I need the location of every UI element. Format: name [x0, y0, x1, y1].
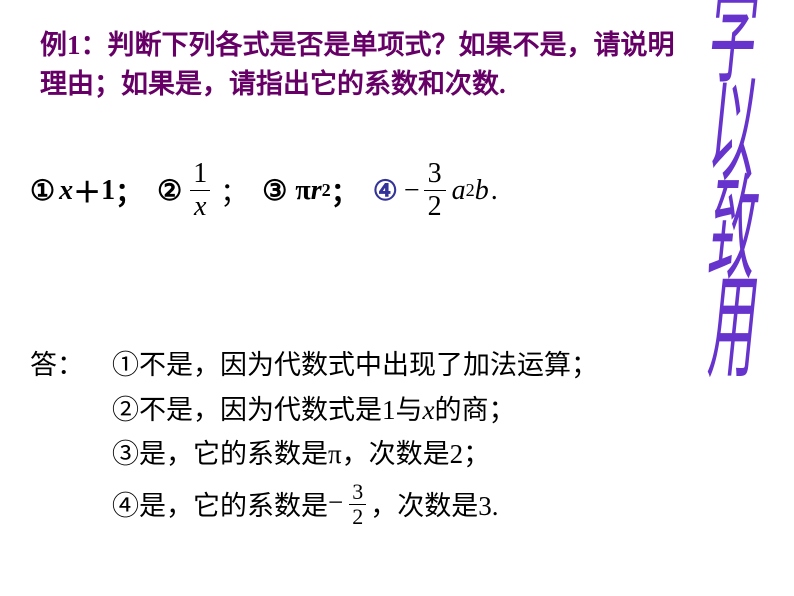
expr3-r: r: [311, 175, 322, 207]
expr-3: ③ π r 2 ；: [262, 171, 358, 211]
expr2-sep: ；: [220, 171, 248, 211]
answer-line-4: ④是，它的系数是 − 3 2 ，次数是3.: [30, 483, 598, 530]
answer-1-text: ①不是，因为代数式中出现了加法运算；: [112, 345, 598, 386]
question-text: 例1：判断下列各式是否是单项式？如果不是，请说明理由；如果是，请指出它的系数和次…: [40, 26, 680, 104]
expr-2: ② 1 x ；: [157, 160, 248, 221]
answer-3-text: ③是，它的系数是π，次数是2；: [112, 434, 490, 475]
expr4-den: 2: [424, 190, 446, 221]
expr2-num: 1: [189, 160, 211, 190]
expr3-sq: 2: [322, 180, 331, 201]
expr4-period: .: [491, 175, 498, 207]
answer-line-2: ②不是，因为代数式是1与 x 的商；: [30, 390, 598, 431]
expr1-x: x: [59, 175, 73, 207]
expr1-plus: ＋: [73, 171, 101, 211]
expr-4: ④ − 3 2 a 2 b .: [373, 160, 498, 221]
expr3-sep: ；: [331, 171, 359, 211]
answer-4-num: 3: [349, 481, 366, 504]
expr-1: ① x ＋ 1 ；: [30, 171, 143, 211]
answer-label: 答：: [30, 345, 112, 386]
title-char-4: 用: [707, 275, 754, 384]
expr4-a: a: [452, 175, 466, 207]
answer-2-a: ②不是，因为代数式是1与: [112, 390, 423, 431]
expr3-pi: π: [295, 175, 310, 207]
answer-4-a: ④是，它的系数是: [112, 486, 328, 527]
answer-2-x: x: [423, 390, 435, 431]
expr2-den: x: [190, 190, 210, 221]
answer-4-minus: −: [328, 482, 343, 523]
circ-2: ②: [157, 174, 182, 208]
circ-4: ④: [373, 174, 398, 208]
expressions-row: ① x ＋ 1 ； ② 1 x ； ③ π r 2 ； ④ − 3 2 a 2 …: [30, 160, 512, 221]
answer-4-frac: 3 2: [349, 481, 366, 528]
circ-3: ③: [262, 174, 287, 208]
expr4-ap: 2: [466, 180, 475, 201]
answer-4-b: ，次数是3.: [370, 486, 498, 527]
answer-line-3: ③是，它的系数是π，次数是2；: [30, 434, 598, 475]
expr2-frac: 1 x: [189, 160, 211, 221]
expr4-frac: 3 2: [424, 160, 446, 221]
answer-block: 答： ①不是，因为代数式中出现了加法运算； ②不是，因为代数式是1与 x 的商；…: [30, 345, 598, 534]
expr4-minus: −: [404, 175, 420, 207]
vertical-title: 学 以 致 用: [694, 0, 766, 394]
expr1-one: 1: [101, 175, 115, 207]
answer-line-1: 答： ①不是，因为代数式中出现了加法运算；: [30, 345, 598, 386]
circ-1: ①: [30, 174, 55, 208]
expr4-b: b: [475, 175, 489, 207]
expr1-sep: ；: [115, 171, 143, 211]
answer-4-frac-wrap: − 3 2: [328, 483, 370, 530]
answer-2-b: 的商；: [434, 390, 515, 431]
expr4-num: 3: [424, 160, 446, 190]
answer-4-den: 2: [349, 504, 366, 528]
